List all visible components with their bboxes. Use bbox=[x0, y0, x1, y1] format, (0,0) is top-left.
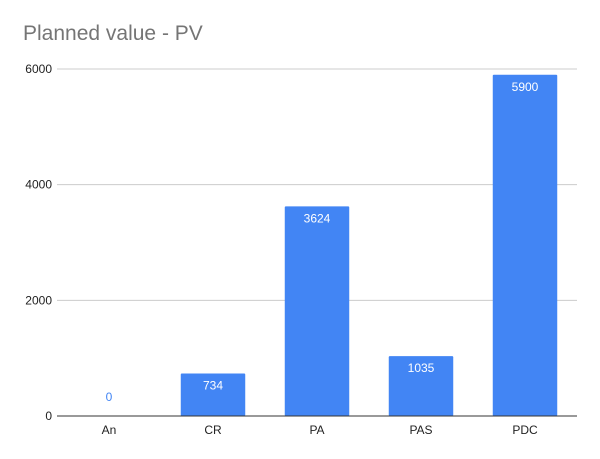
bar bbox=[388, 356, 454, 416]
x-tick-label: PAS bbox=[409, 423, 432, 437]
x-tick-label: PDC bbox=[512, 423, 538, 437]
x-tick-label: An bbox=[102, 423, 117, 437]
y-tick-label: 4000 bbox=[25, 178, 52, 192]
data-label: 3624 bbox=[304, 211, 331, 225]
chart-title: Planned value - PV bbox=[23, 22, 203, 45]
x-tick-label: CR bbox=[204, 423, 222, 437]
x-axis-tick-labels: An CR PA PAS PDC bbox=[102, 423, 538, 437]
bar bbox=[284, 206, 350, 416]
y-axis-tick-labels: 0 2000 4000 6000 bbox=[25, 62, 52, 423]
bar bbox=[492, 74, 558, 417]
y-tick-label: 2000 bbox=[25, 293, 52, 307]
data-labels: 0 734 3624 1035 5900 bbox=[106, 80, 539, 404]
bar bbox=[180, 373, 246, 416]
y-tick-label: 0 bbox=[45, 409, 52, 423]
data-label: 734 bbox=[203, 379, 223, 393]
data-label: 0 bbox=[106, 390, 113, 404]
y-tick-label: 6000 bbox=[25, 62, 52, 76]
data-label: 5900 bbox=[512, 80, 539, 94]
data-label: 1035 bbox=[408, 361, 435, 375]
x-tick-label: PA bbox=[309, 423, 324, 437]
bars bbox=[180, 74, 558, 417]
